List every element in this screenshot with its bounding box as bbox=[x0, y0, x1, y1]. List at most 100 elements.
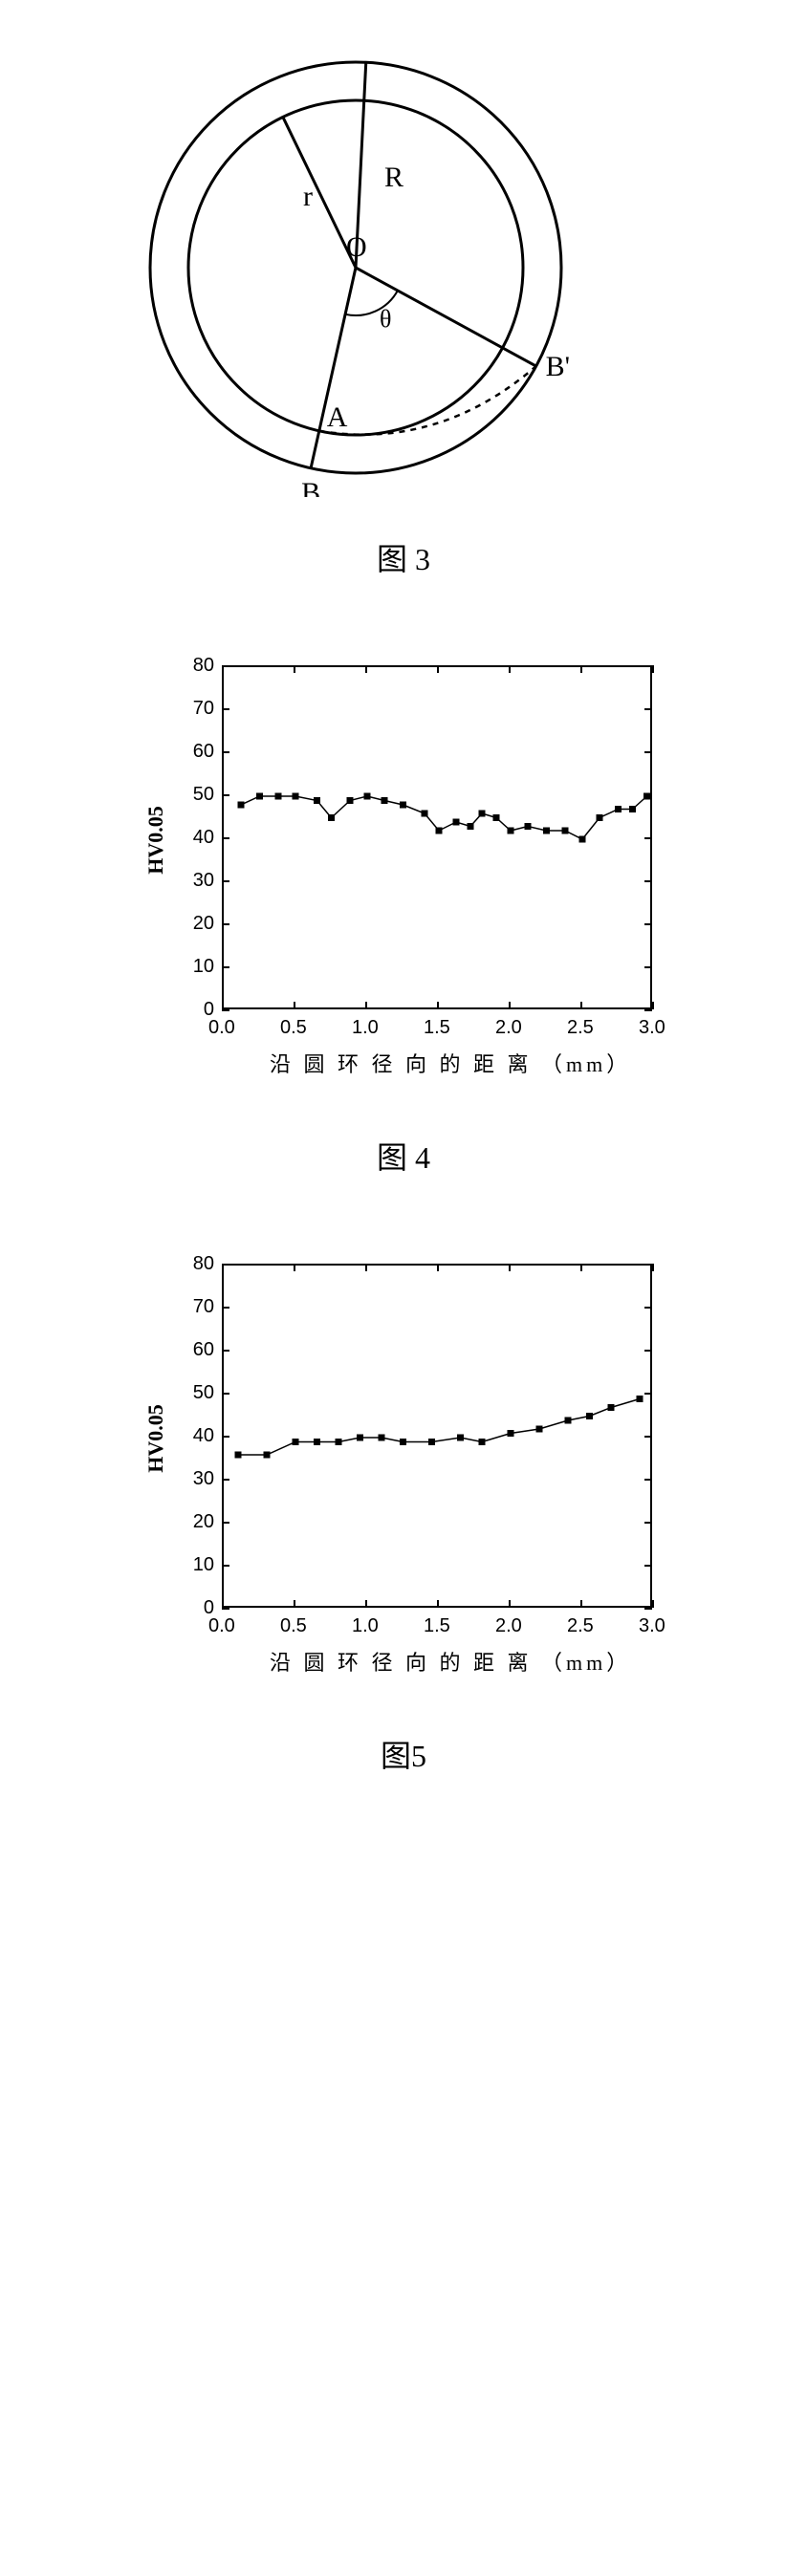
chart-svg bbox=[224, 1266, 654, 1610]
data-marker bbox=[314, 797, 320, 804]
xtick-mark bbox=[294, 1600, 295, 1608]
ytick-mark bbox=[222, 751, 229, 753]
svg-text:B: B bbox=[301, 477, 320, 497]
data-marker bbox=[536, 1426, 543, 1433]
ytick-label: 20 bbox=[193, 913, 214, 935]
ytick-mark bbox=[644, 1350, 652, 1352]
data-marker bbox=[543, 828, 550, 834]
ytick-label: 40 bbox=[193, 827, 214, 849]
ytick-mark bbox=[222, 923, 229, 925]
xtick-label: 0.0 bbox=[208, 1017, 235, 1039]
data-marker bbox=[479, 811, 486, 817]
figure-4-block: HV0.05 沿 圆 环 径 向 的 距 离 （mm） 010203040506… bbox=[136, 656, 671, 1178]
figure-3-block: RrOθABB' 图 3 bbox=[131, 38, 676, 579]
xtick-label: 3.0 bbox=[639, 1615, 665, 1637]
ytick-mark bbox=[222, 1307, 229, 1309]
data-marker bbox=[314, 1439, 320, 1445]
figure-4-chart: HV0.05 沿 圆 环 径 向 的 距 离 （mm） 010203040506… bbox=[136, 656, 671, 1095]
svg-text:R: R bbox=[384, 162, 404, 193]
figure-4-xlabel: 沿 圆 环 径 向 的 距 离 （mm） bbox=[270, 1048, 631, 1078]
data-marker bbox=[608, 1404, 615, 1411]
data-line bbox=[238, 1399, 640, 1456]
ytick-label: 10 bbox=[193, 956, 214, 978]
xtick-label: 0.0 bbox=[208, 1615, 235, 1637]
xtick-mark bbox=[222, 665, 224, 673]
ytick-mark bbox=[644, 1009, 652, 1011]
ytick-mark bbox=[222, 1009, 229, 1011]
xtick-mark bbox=[580, 1002, 582, 1009]
data-marker bbox=[586, 1413, 593, 1419]
data-marker bbox=[347, 797, 354, 804]
data-marker bbox=[525, 823, 532, 830]
figure-5-caption: 图5 bbox=[381, 1732, 426, 1776]
ytick-label: 40 bbox=[193, 1425, 214, 1447]
data-marker bbox=[400, 802, 406, 809]
data-marker bbox=[428, 1439, 435, 1445]
data-marker bbox=[453, 819, 460, 826]
xtick-label: 2.5 bbox=[567, 1017, 594, 1039]
xtick-label: 1.5 bbox=[424, 1615, 450, 1637]
ytick-mark bbox=[644, 880, 652, 882]
data-marker bbox=[468, 823, 474, 830]
xtick-mark bbox=[437, 1002, 439, 1009]
ytick-mark bbox=[222, 794, 229, 796]
data-marker bbox=[382, 797, 388, 804]
figure-5-xlabel: 沿 圆 环 径 向 的 距 离 （mm） bbox=[270, 1646, 631, 1677]
xtick-mark bbox=[222, 1264, 224, 1271]
xtick-label: 1.0 bbox=[352, 1017, 379, 1039]
xtick-mark bbox=[509, 1600, 511, 1608]
xtick-mark bbox=[365, 1002, 367, 1009]
ytick-mark bbox=[222, 1522, 229, 1524]
xtick-label: 0.5 bbox=[280, 1615, 307, 1637]
xtick-mark bbox=[509, 1002, 511, 1009]
ytick-mark bbox=[644, 665, 652, 667]
figure-4-plot-area bbox=[222, 665, 652, 1009]
ytick-mark bbox=[644, 794, 652, 796]
xtick-label: 3.0 bbox=[639, 1017, 665, 1039]
data-marker bbox=[256, 793, 263, 800]
ytick-label: 10 bbox=[193, 1554, 214, 1576]
ytick-label: 80 bbox=[193, 1253, 214, 1275]
xtick-mark bbox=[294, 1264, 295, 1271]
data-marker bbox=[364, 793, 371, 800]
xtick-mark bbox=[222, 1002, 224, 1009]
ytick-label: 50 bbox=[193, 784, 214, 806]
ytick-mark bbox=[644, 1393, 652, 1395]
ytick-mark bbox=[644, 1479, 652, 1481]
xtick-mark bbox=[437, 665, 439, 673]
data-line bbox=[241, 796, 647, 839]
ytick-mark bbox=[222, 837, 229, 839]
data-marker bbox=[637, 1396, 643, 1402]
ytick-mark bbox=[644, 1565, 652, 1567]
data-marker bbox=[293, 1439, 299, 1445]
xtick-mark bbox=[509, 665, 511, 673]
figure-5-block: HV0.05 沿 圆 环 径 向 的 距 离 （mm） 010203040506… bbox=[136, 1254, 671, 1776]
xtick-label: 1.5 bbox=[424, 1017, 450, 1039]
ytick-mark bbox=[644, 708, 652, 710]
data-marker bbox=[357, 1435, 363, 1441]
ytick-label: 30 bbox=[193, 870, 214, 892]
figure-4-caption: 图 4 bbox=[377, 1134, 430, 1178]
data-marker bbox=[493, 814, 500, 821]
xtick-mark bbox=[365, 1264, 367, 1271]
ytick-label: 30 bbox=[193, 1468, 214, 1490]
data-marker bbox=[508, 828, 514, 834]
ytick-mark bbox=[222, 1350, 229, 1352]
data-marker bbox=[579, 836, 586, 843]
xtick-mark bbox=[652, 1002, 654, 1009]
data-marker bbox=[400, 1439, 406, 1445]
data-marker bbox=[238, 802, 245, 809]
figure-3-caption: 图 3 bbox=[377, 535, 430, 579]
svg-text:B': B' bbox=[546, 351, 570, 382]
xtick-label: 2.5 bbox=[567, 1615, 594, 1637]
xtick-mark bbox=[652, 665, 654, 673]
ytick-mark bbox=[222, 880, 229, 882]
svg-text:r: r bbox=[303, 181, 313, 212]
xtick-mark bbox=[437, 1264, 439, 1271]
data-marker bbox=[565, 1418, 572, 1424]
chart-svg bbox=[224, 667, 654, 1011]
ytick-mark bbox=[644, 966, 652, 968]
data-marker bbox=[629, 806, 636, 812]
ytick-mark bbox=[644, 923, 652, 925]
xtick-mark bbox=[294, 665, 295, 673]
